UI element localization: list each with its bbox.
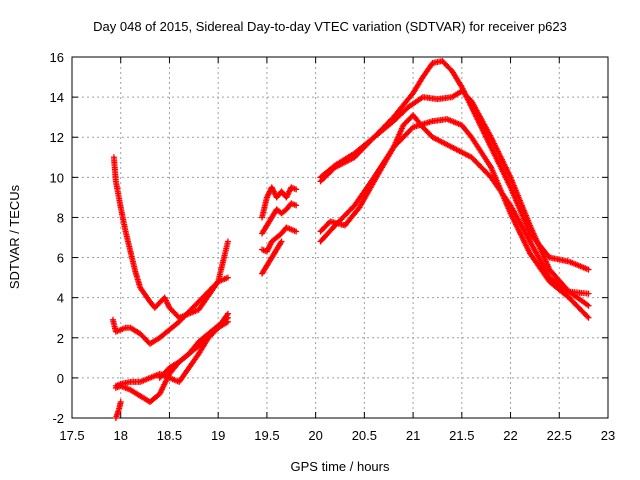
- series-track-1: [110, 154, 231, 321]
- y-tick-label: 10: [50, 170, 64, 185]
- data-point-marker: [293, 228, 300, 235]
- data-point-marker: [277, 239, 284, 246]
- data-point-marker: [585, 290, 592, 297]
- data-point-marker: [117, 398, 124, 405]
- series-track-6: [156, 318, 231, 381]
- data-point-marker: [584, 313, 591, 320]
- y-tick-label: 4: [57, 291, 64, 306]
- data-point-marker: [293, 186, 300, 193]
- x-tick-label: 21: [406, 428, 420, 443]
- y-tick-label: -2: [52, 411, 64, 426]
- y-tick-label: 6: [57, 251, 64, 266]
- x-tick-label: 22.5: [547, 428, 572, 443]
- axis-ticks: 17.5 18 18.5 19 19.5 20 20.5 21 21.5 22 22.5 23 -2 0 2…: [50, 50, 616, 443]
- series-track-7: [259, 200, 300, 237]
- series-track-5: [112, 398, 124, 421]
- x-tick-label: 21.5: [449, 428, 474, 443]
- data-point-marker: [585, 302, 592, 309]
- data-point-marker: [224, 274, 231, 281]
- x-tick-label: 23: [601, 428, 615, 443]
- y-tick-label: 16: [50, 50, 64, 65]
- x-tick-label: 19.5: [254, 428, 279, 443]
- x-tick-label: 20.5: [352, 428, 377, 443]
- data-point-marker: [585, 266, 592, 273]
- data-point-marker: [585, 314, 592, 321]
- series-track-12: [317, 88, 592, 309]
- data-point-marker: [224, 318, 231, 325]
- data-point-marker: [278, 238, 285, 245]
- plot-frame: [71, 56, 609, 419]
- x-tick-label: 19: [211, 428, 225, 443]
- y-tick-label: 8: [57, 210, 64, 225]
- data-point-marker: [293, 202, 300, 209]
- data-point-marker: [224, 238, 231, 245]
- y-tick-label: 0: [57, 371, 64, 386]
- series-track-9: [259, 224, 300, 255]
- x-tick-label: 18.5: [157, 428, 182, 443]
- x-tick-label: 20: [308, 428, 322, 443]
- series-track-3: [112, 310, 231, 389]
- y-tick-label: 14: [50, 90, 64, 105]
- series-track-10: [259, 238, 285, 277]
- series-track-11: [317, 58, 592, 273]
- series-track-14: [317, 112, 592, 297]
- y-tick-label: 2: [57, 331, 64, 346]
- series-track-8: [259, 184, 300, 221]
- series-track-2: [109, 274, 231, 347]
- x-tick-label: 17.5: [59, 428, 84, 443]
- y-axis-label: SDTVAR / TECUs: [7, 184, 22, 289]
- data-series: [109, 58, 592, 421]
- x-axis-label: GPS time / hours: [291, 459, 390, 474]
- x-tick-label: 18: [113, 428, 127, 443]
- chart-title: Day 048 of 2015, Sidereal Day-to-day VTE…: [93, 19, 567, 34]
- y-tick-label: 12: [50, 130, 64, 145]
- series-track-13: [317, 116, 592, 321]
- x-tick-label: 22: [503, 428, 517, 443]
